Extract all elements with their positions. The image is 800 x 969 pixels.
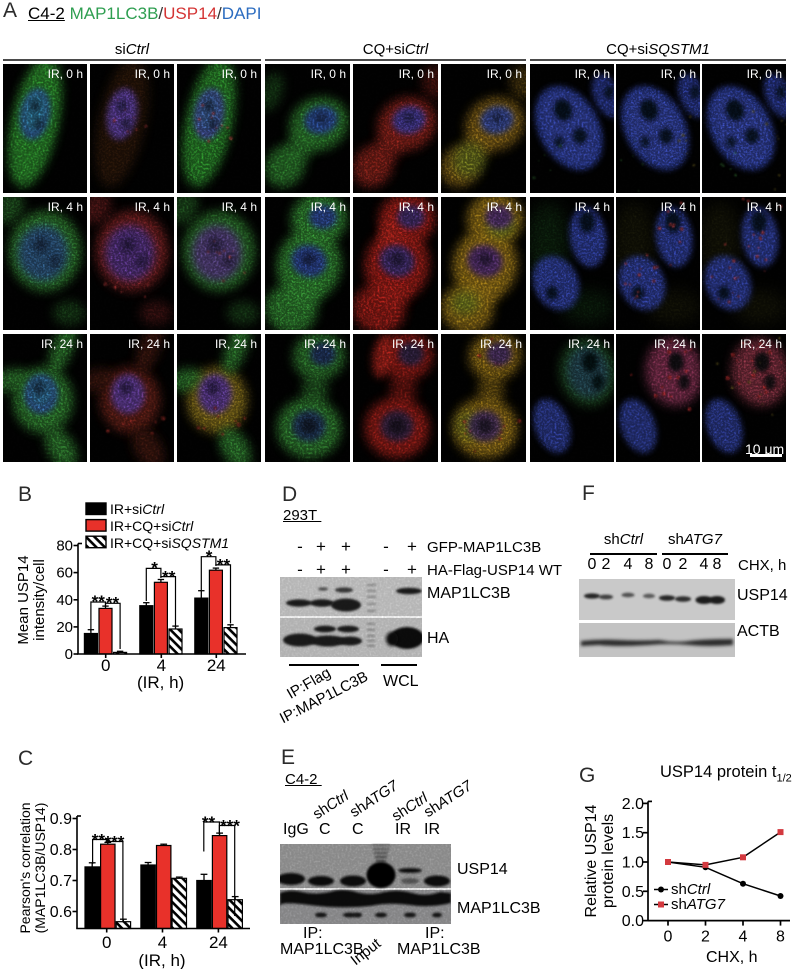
svg-text:24: 24 (209, 933, 228, 952)
svg-text:0.9: 0.9 (50, 811, 72, 828)
svg-text:0: 0 (664, 929, 673, 946)
svg-text:1.0: 1.0 (622, 855, 644, 872)
svg-text:**: ** (217, 556, 231, 575)
svg-text:**: ** (92, 592, 106, 611)
svg-text:0.8: 0.8 (50, 842, 72, 859)
svg-text:2.0: 2.0 (622, 796, 644, 813)
svg-text:4: 4 (739, 929, 748, 946)
svg-text:**: ** (162, 568, 176, 587)
svg-text:40: 40 (56, 592, 73, 609)
svg-text:(IR, h): (IR, h) (138, 951, 185, 969)
svg-text:0: 0 (102, 933, 111, 952)
svg-text:80: 80 (56, 538, 73, 555)
svg-text:0.0: 0.0 (622, 913, 644, 930)
svg-text:0: 0 (101, 656, 110, 675)
svg-text:*: * (151, 559, 158, 578)
svg-text:60: 60 (56, 565, 73, 582)
svg-text:**: ** (92, 831, 106, 850)
svg-text:4: 4 (158, 933, 167, 952)
svg-text:1.5: 1.5 (622, 825, 644, 842)
svg-text:0.5: 0.5 (622, 884, 644, 901)
svg-text:2: 2 (701, 929, 710, 946)
svg-text:***: *** (220, 817, 240, 836)
svg-text:0.7: 0.7 (50, 873, 72, 890)
svg-text:20: 20 (56, 619, 73, 636)
svg-text:**: ** (202, 813, 216, 832)
svg-text:0.6: 0.6 (50, 904, 72, 921)
svg-text:24: 24 (207, 656, 226, 675)
svg-text:**: ** (106, 593, 120, 612)
svg-text:*: * (206, 547, 213, 566)
svg-text:8: 8 (776, 929, 785, 946)
svg-text:(IR, h): (IR, h) (137, 673, 184, 692)
svg-text:***: *** (105, 833, 125, 852)
svg-text:4: 4 (157, 656, 166, 675)
svg-text:0: 0 (65, 646, 73, 663)
